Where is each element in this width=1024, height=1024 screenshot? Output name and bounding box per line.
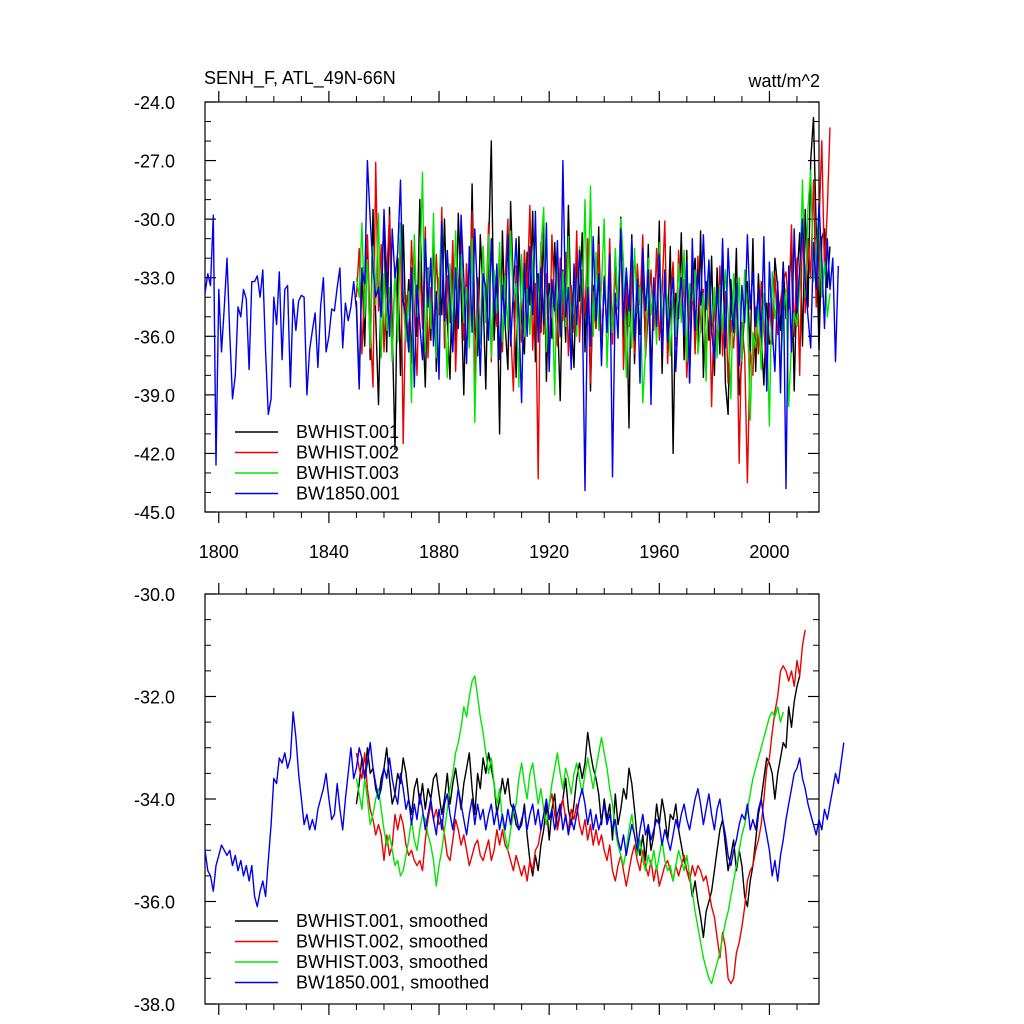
legend-label: BW1850.001, smoothed: [296, 973, 489, 993]
units-label: watt/m^2: [748, 71, 820, 91]
series-line-bwhist-003: [355, 675, 784, 985]
x-tick-label: 2000: [749, 542, 789, 562]
bottom-minor-ticks: [205, 588, 819, 1010]
top-series-lines: [204, 116, 839, 492]
chart-title: SENH_F, ATL_49N-66N: [204, 68, 396, 89]
y-tick-label: -45.0: [134, 503, 175, 523]
x-tick-label: 1960: [639, 542, 679, 562]
top-plot-frame: [204, 101, 820, 513]
y-tick-label: -27.0: [134, 152, 175, 172]
y-tick-label: -42.0: [134, 444, 175, 464]
legend-label: BWHIST.003, smoothed: [296, 952, 488, 972]
top-y-ticks: -45.0 -42.0 -39.0 -36.0 -33.0 -30.0 -27.0 -24.0: [134, 93, 819, 523]
legend-label: BWHIST.001, smoothed: [296, 911, 488, 931]
y-tick-label: -33.0: [134, 269, 175, 289]
series-line-bw1850-001: [204, 711, 845, 908]
legend-label: BWHIST.001: [296, 422, 399, 442]
legend-label: BW1850.001: [296, 484, 400, 504]
y-tick-label: -30.0: [134, 210, 175, 230]
x-tick-label: 1920: [529, 542, 569, 562]
y-tick-label: -34.0: [134, 790, 175, 810]
bottom-y-ticks: -38.0 -36.0 -34.0 -32.0 -30.0: [134, 585, 819, 1015]
x-tick-label: 1840: [309, 542, 349, 562]
series-line-bw1850-001: [204, 159, 839, 492]
y-tick-label: -36.0: [134, 327, 175, 347]
y-tick-label: -32.0: [134, 688, 175, 708]
legend-label: BWHIST.002, smoothed: [296, 932, 488, 952]
legend-label: BWHIST.003: [296, 463, 399, 483]
x-tick-label: 1880: [419, 542, 459, 562]
bottom-series-lines: [204, 629, 845, 985]
x-tick-label: 1800: [199, 542, 239, 562]
y-tick-label: -39.0: [134, 386, 175, 406]
y-tick-label: -38.0: [134, 995, 175, 1015]
bottom-x-ticks: [218, 583, 771, 1015]
y-tick-label: -36.0: [134, 893, 175, 913]
top-x-ticks: 1800 1840 1880 1920 1960 2000: [199, 91, 789, 562]
legend-label: BWHIST.002: [296, 443, 399, 463]
y-tick-label: -30.0: [134, 585, 175, 605]
y-tick-label: -24.0: [134, 93, 175, 113]
top-panel: -45.0 -42.0 -39.0 -36.0 -33.0 -30.0 -27.0 -24.0…: [134, 91, 839, 562]
bottom-panel: -38.0 -36.0 -34.0 -32.0 -30.0 BWHIST.001, sm…: [134, 583, 845, 1015]
